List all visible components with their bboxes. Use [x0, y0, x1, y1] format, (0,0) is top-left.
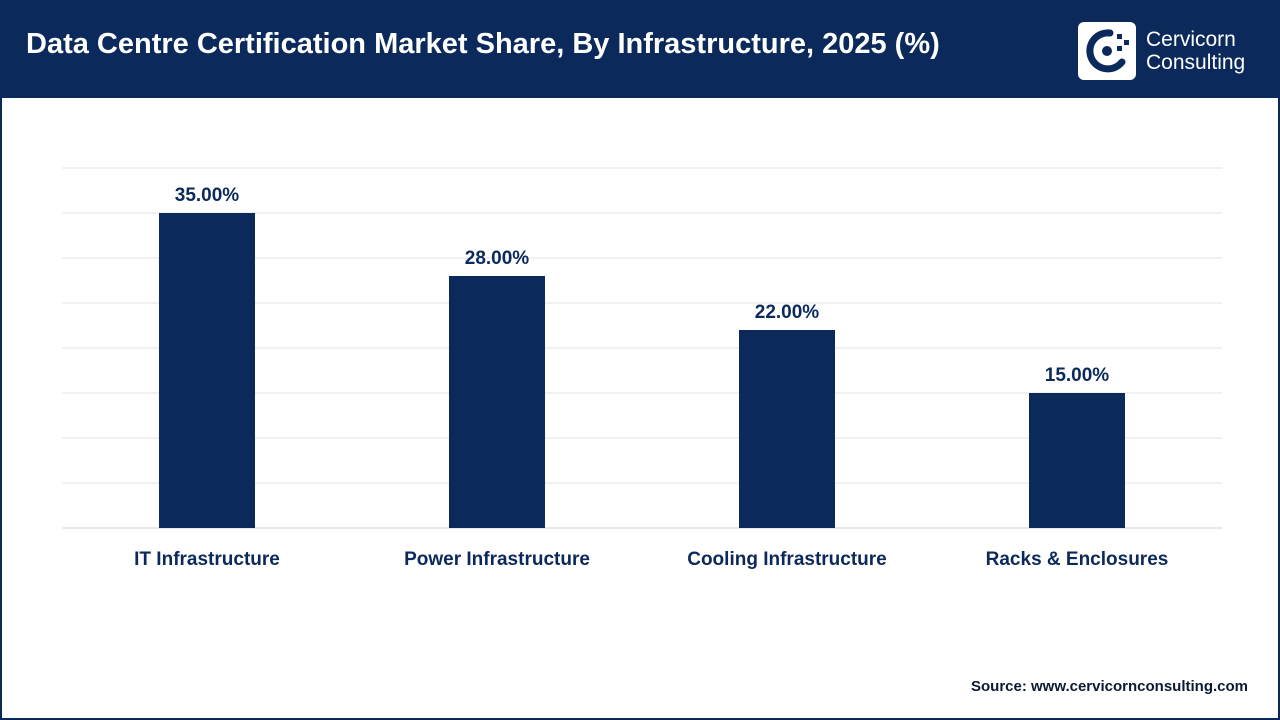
- logo-wordmark: Cervicorn Consulting: [1146, 28, 1245, 74]
- chart-title: Data Centre Certification Market Share, …: [26, 28, 940, 60]
- bar: [159, 213, 255, 528]
- x-tick-label: Racks & Enclosures: [986, 549, 1169, 570]
- x-tick-label: Cooling Infrastructure: [687, 549, 887, 570]
- data-label: 28.00%: [465, 248, 530, 269]
- bar: [449, 276, 545, 528]
- header-bar: Data Centre Certification Market Share, …: [2, 2, 1278, 98]
- logo-line-2: Consulting: [1146, 51, 1246, 74]
- data-label: 15.00%: [1045, 365, 1110, 386]
- logo-icon: [1078, 22, 1136, 80]
- bar: [1029, 393, 1125, 528]
- data-label: 22.00%: [755, 302, 820, 323]
- source-note: Source: www.cervicornconsulting.com: [970, 678, 1248, 695]
- logo-line-1: Cervicorn: [1146, 28, 1236, 51]
- data-label: 35.00%: [175, 185, 240, 206]
- x-tick-label: IT Infrastructure: [134, 549, 280, 570]
- bar: [739, 330, 835, 528]
- brand-logo: Cervicorn Consulting: [1078, 22, 1262, 80]
- x-tick-label: Power Infrastructure: [404, 549, 590, 570]
- bar-chart: 35.00% IT Infrastructure 28.00% Power Infra…: [62, 167, 1222, 570]
